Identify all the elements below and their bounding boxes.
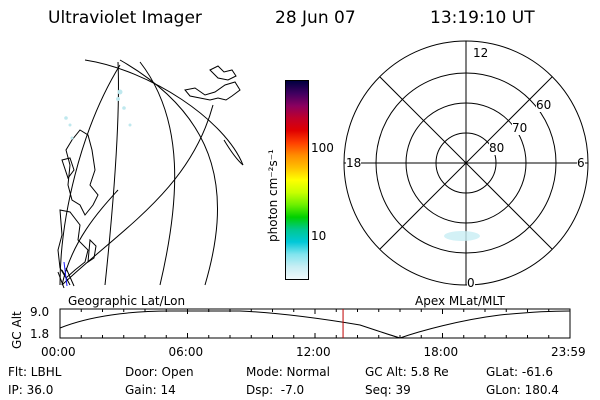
uv-speckle <box>70 136 74 140</box>
uv-speckle <box>128 123 132 127</box>
filter-info: Flt: LBHL <box>8 365 62 379</box>
mode-info: Mode: Normal <box>246 365 330 379</box>
colorbar-unit-label: photon cm⁻²s⁻¹ <box>266 149 280 242</box>
coastline <box>61 157 75 180</box>
x-tick-label: 18:00 <box>423 345 459 359</box>
meridian-marker-line <box>63 261 68 287</box>
glon-info: GLon: 180.4 <box>486 383 559 397</box>
coastline <box>65 129 99 216</box>
mlt-label-6: 6 <box>577 156 585 170</box>
coastline <box>57 267 75 289</box>
x-tick-label: 12:00 <box>296 345 331 359</box>
coastline <box>184 81 241 101</box>
lat-label-80: 80 <box>489 141 505 155</box>
polar-circle-outer <box>343 40 589 286</box>
colorbar-tick-100: 100 <box>311 141 334 155</box>
instrument-title: Ultraviolet Imager <box>48 8 202 28</box>
colorbar <box>285 80 309 280</box>
map-grid-line <box>61 189 119 286</box>
lat-label-60: 60 <box>536 98 552 112</box>
map-grid <box>59 59 244 286</box>
meridian-marker <box>63 261 68 287</box>
polar-circle-70 <box>405 102 527 224</box>
seq-info: Seq: 39 <box>365 383 411 397</box>
date-label: 28 Jun 07 <box>275 8 356 28</box>
y-tick-1-8: 1.8 <box>30 327 50 341</box>
lat-label-70: 70 <box>512 121 528 135</box>
x-tick-label: 00:00 <box>41 345 76 359</box>
map-grid-line <box>223 139 244 166</box>
door-info: Door: Open <box>125 365 194 379</box>
mlt-label-12: 12 <box>473 46 489 60</box>
coastline <box>87 238 97 263</box>
map-grid-line <box>139 61 176 286</box>
gc-alt-curve <box>59 310 571 339</box>
uv-speckles <box>64 89 132 140</box>
x-tick-label: 06:00 <box>168 345 204 359</box>
glat-info: GLat: -61.6 <box>486 365 553 379</box>
geographic-title: Geographic Lat/Lon <box>68 294 186 308</box>
polar-uv-patch <box>444 231 480 241</box>
map-grid-line <box>61 104 214 286</box>
map-grid-line <box>119 59 218 286</box>
timeline-ticks <box>59 309 571 338</box>
polar-circle-60 <box>375 72 557 254</box>
uv-speckle <box>122 106 126 110</box>
polar-diagonal <box>379 76 553 250</box>
uv-speckle <box>116 97 120 101</box>
polar-diagonal <box>379 76 553 250</box>
gc-alt-info: GC Alt: 5.8 Re <box>365 365 449 379</box>
map-grid-line <box>84 59 244 166</box>
colorbar-tick-10: 10 <box>311 229 327 243</box>
gain-info: Gain: 14 <box>125 383 176 397</box>
apex-title: Apex MLat/MLT <box>415 294 505 308</box>
uv-speckle <box>117 89 123 95</box>
ip-info: IP: 36.0 <box>8 383 54 397</box>
mlt-label-0: 0 <box>467 276 475 290</box>
coastline <box>57 209 89 279</box>
time-label: 13:19:10 UT <box>430 8 535 28</box>
colorbar-gradient <box>286 81 308 279</box>
map-grid-line <box>59 64 121 286</box>
timeline-frame <box>59 308 571 339</box>
gc-alt-ylabel: GC Alt <box>10 311 24 349</box>
coastlines <box>57 65 241 289</box>
mlt-label-18: 18 <box>346 156 362 170</box>
dsp-info: Dsp: -7.0 <box>246 383 305 397</box>
coastline <box>209 65 237 81</box>
polar-circle-80 <box>435 132 497 194</box>
map-grid-line <box>104 61 119 286</box>
y-tick-9: 9.0 <box>30 305 50 319</box>
uv-speckle <box>64 116 68 120</box>
uv-speckle <box>68 123 72 127</box>
x-tick-label: 23:59 <box>551 345 586 359</box>
